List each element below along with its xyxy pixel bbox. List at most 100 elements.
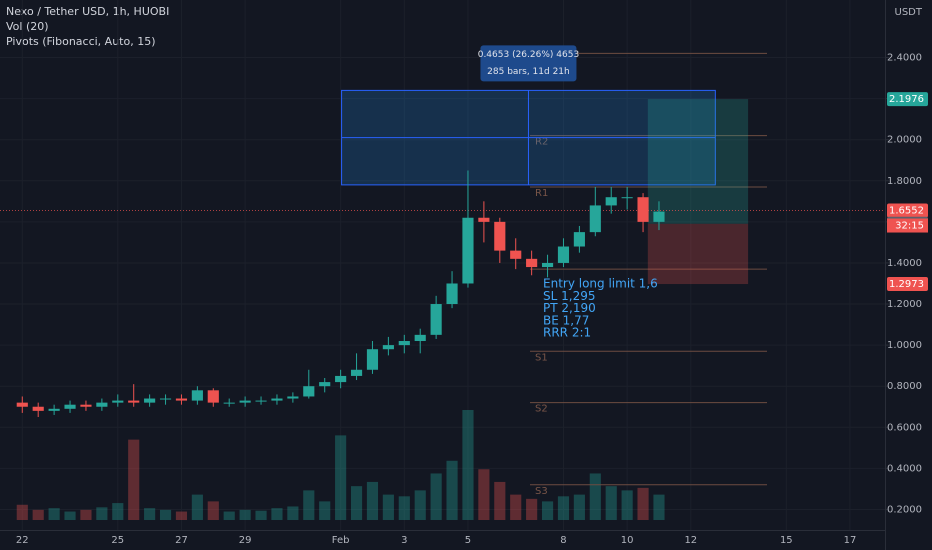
y-tick-label: 1.2000 [887, 299, 922, 310]
volume-bar [80, 509, 92, 520]
y-tick-label: 1.0000 [887, 340, 922, 351]
volume-bar [287, 506, 299, 520]
candle-body [112, 400, 124, 403]
volume-bar [398, 496, 410, 520]
currency-label: USDT [895, 7, 923, 18]
candle-body [319, 382, 331, 387]
volume-bar [589, 473, 601, 520]
volume-bar [478, 469, 490, 520]
volume-bar [144, 508, 156, 520]
price-label-bg [887, 277, 928, 292]
countdown: 32:15 [895, 221, 924, 232]
x-tick-label: 29 [239, 535, 252, 546]
candle-body [255, 400, 267, 402]
price-label: 1.2973 [889, 279, 924, 290]
volume-bar [621, 490, 633, 520]
candle-body [80, 404, 92, 407]
x-tick-label: 17 [844, 535, 857, 546]
volume-bar [191, 494, 203, 520]
volume-bar [239, 509, 251, 520]
note-text: SL 1,295 [543, 289, 595, 303]
candle-body [350, 369, 363, 376]
volume-bar [207, 501, 219, 520]
volume-bar [510, 494, 522, 520]
candle-body [175, 398, 188, 401]
y-tick-label: 1.4000 [887, 258, 922, 269]
x-tick-label: Feb [332, 535, 350, 546]
candle-body [128, 400, 140, 403]
candle-body [510, 250, 522, 259]
note-text: PT 2,190 [543, 301, 596, 315]
candle-body [223, 402, 235, 404]
volume-bar [271, 508, 283, 520]
candle-body [621, 197, 633, 199]
candle-body [16, 402, 28, 407]
volume-bar [128, 439, 140, 520]
y-tick-label: 0.6000 [887, 422, 922, 433]
candle-body [303, 386, 315, 397]
candle-body [557, 246, 570, 263]
volume-bar [526, 498, 538, 520]
candle-body [271, 398, 283, 401]
volume-bar [48, 508, 60, 520]
pivot-label: R2 [535, 137, 548, 148]
volume-bar [64, 511, 76, 520]
measure-text: 285 bars, 11d 21h [487, 67, 570, 77]
candle-body [573, 232, 585, 247]
stop-zone [647, 223, 749, 285]
volume-bar [96, 507, 108, 520]
candle-body [191, 390, 203, 401]
volume-bar [223, 511, 235, 520]
target-zone [647, 99, 749, 224]
candle-body [207, 390, 219, 403]
candle-body [287, 396, 299, 399]
candle-body [144, 398, 156, 403]
volume-bar [382, 494, 394, 520]
volume-bar [32, 509, 44, 520]
volume-bar [350, 486, 363, 520]
measure-tooltip [480, 45, 577, 82]
candle-body [64, 404, 76, 409]
y-tick-label: 2.0000 [887, 135, 922, 146]
indicator-label: Vol (20) [6, 20, 49, 33]
volume-bar [541, 501, 554, 520]
candle-body [239, 400, 251, 403]
y-tick-label: 0.8000 [887, 381, 922, 392]
volume-bar [653, 494, 665, 520]
candle-body [96, 402, 108, 407]
candle-body [541, 262, 554, 268]
x-tick-label: 25 [111, 535, 124, 546]
volume-bar [494, 481, 506, 520]
volume-bar [414, 490, 426, 520]
volume-bar [303, 490, 315, 520]
volume-bar [462, 410, 474, 520]
volume-bar [112, 503, 124, 520]
candle-body [653, 211, 665, 222]
x-tick-label: 5 [465, 535, 471, 546]
candle-body [382, 345, 394, 350]
volume-bar [175, 511, 188, 520]
candle-body [605, 197, 617, 206]
indicator-label: Pivots (Fibonacci, Auto, 15) [6, 35, 156, 48]
volume-bar [366, 481, 379, 520]
candle-body [494, 221, 506, 251]
pivot-label: S2 [535, 404, 548, 415]
candle-body [430, 304, 442, 335]
price-label-bg [887, 203, 928, 218]
volume-bar [637, 487, 649, 520]
y-tick-label: 2.4000 [887, 53, 922, 64]
x-tick-label: 3 [401, 535, 407, 546]
candle-body [414, 334, 426, 342]
candle-body [462, 217, 474, 284]
x-tick-label: 15 [780, 535, 793, 546]
note-text: BE 1,77 [543, 313, 589, 327]
note-text: Entry long limit 1,6 [543, 277, 658, 291]
pivot-label: S3 [535, 486, 548, 497]
volume-bar [557, 496, 570, 520]
y-tick-label: 0.2000 [887, 504, 922, 515]
y-tick-label: 0.4000 [887, 463, 922, 474]
chart-title: Nexo / Tether USD, 1h, HUOBI [6, 5, 169, 18]
volume-bar [430, 473, 442, 520]
candle-body [446, 283, 458, 305]
volume-bar [319, 501, 331, 520]
